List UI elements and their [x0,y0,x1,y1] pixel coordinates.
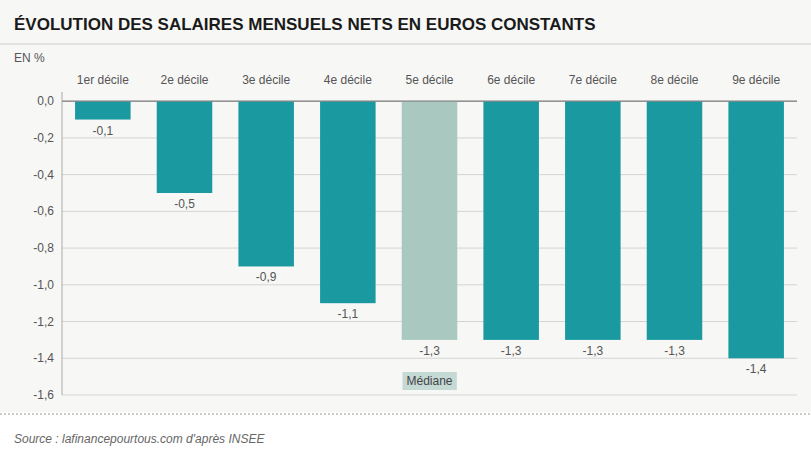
x-tick-label: 2e décile [160,73,208,87]
background [0,0,811,463]
x-tick-label: 1er décile [77,73,129,87]
x-tick-label: 5e décile [405,73,453,87]
y-tick-label: -0,4 [33,168,54,182]
y-tick-label: -1,2 [33,315,54,329]
chart: ÉVOLUTION DES SALAIRES MENSUELS NETS EN … [0,0,811,463]
y-tick-label: -0,6 [33,204,54,218]
x-tick-label: 6e décile [487,73,535,87]
source: Source : lafinancepourtous.com d'après I… [14,432,265,446]
y-tick-label: -0,8 [33,241,54,255]
bar [728,101,784,358]
title-rule [0,44,811,45]
y-axis-line [62,92,63,395]
source-strip [0,412,811,463]
zero-line [62,101,797,102]
data-label: -1,3 [419,344,440,358]
annotation-text: Médiane [406,374,452,388]
grid-line [62,101,797,102]
y-tick-label: -1,6 [33,388,54,402]
x-tick-label: 3e décile [242,73,290,87]
y-tick-label: -1,4 [33,351,54,365]
y-axis-label: EN % [14,51,45,65]
grid-line [62,395,797,396]
grid-line [62,358,797,359]
grid [62,101,797,395]
annotation-box [402,372,456,390]
bar [402,101,458,340]
annotation: Médiane [402,372,456,390]
data-label: -1,3 [664,344,685,358]
title: ÉVOLUTION DES SALAIRES MENSUELS NETS EN … [14,15,596,34]
x-tick-label: 4e décile [324,73,372,87]
y-tick-label: 0,0 [37,94,54,108]
x-tick-label: 8e décile [650,73,698,87]
y-tick-label: -0,2 [33,131,54,145]
x-tick-label: 7e décile [569,73,617,87]
data-label: -0,5 [174,197,195,211]
bar [238,101,294,266]
x-tick-label: 9e décile [732,73,780,87]
data-label: -0,9 [256,270,277,284]
data-label: -1,4 [746,362,767,376]
bar [75,101,131,119]
bar [157,101,213,193]
bars [75,101,784,358]
data-label: -1,1 [337,307,358,321]
bar [320,101,376,303]
source-rule [0,414,811,415]
bar [647,101,703,340]
bar [565,101,621,340]
data-label: -0,1 [92,124,113,138]
y-tick-label: -1,0 [33,278,54,292]
data-label: -1,3 [501,344,522,358]
bar [483,101,539,340]
data-label: -1,3 [582,344,603,358]
